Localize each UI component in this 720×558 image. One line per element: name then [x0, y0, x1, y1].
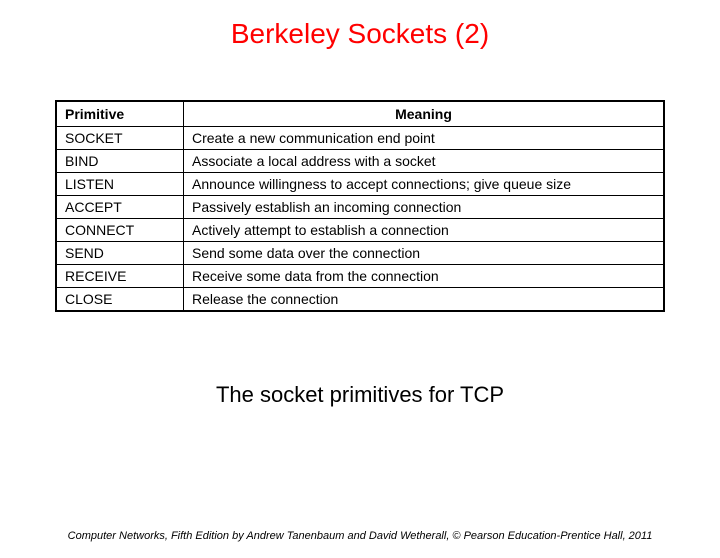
cell-meaning: Announce willingness to accept connectio… [184, 173, 665, 196]
cell-meaning: Associate a local address with a socket [184, 150, 665, 173]
column-header-meaning: Meaning [184, 101, 665, 127]
cell-primitive: LISTEN [56, 173, 184, 196]
cell-primitive: SOCKET [56, 127, 184, 150]
cell-primitive: RECEIVE [56, 265, 184, 288]
table-container: Primitive Meaning SOCKET Create a new co… [55, 100, 665, 312]
cell-primitive: ACCEPT [56, 196, 184, 219]
cell-primitive: SEND [56, 242, 184, 265]
table-row: RECEIVE Receive some data from the conne… [56, 265, 664, 288]
cell-primitive: BIND [56, 150, 184, 173]
cell-meaning: Send some data over the connection [184, 242, 665, 265]
table-caption: The socket primitives for TCP [0, 382, 720, 408]
column-header-primitive: Primitive [56, 101, 184, 127]
table-row: LISTEN Announce willingness to accept co… [56, 173, 664, 196]
table-row: ACCEPT Passively establish an incoming c… [56, 196, 664, 219]
cell-meaning: Receive some data from the connection [184, 265, 665, 288]
table-row: BIND Associate a local address with a so… [56, 150, 664, 173]
cell-meaning: Passively establish an incoming connecti… [184, 196, 665, 219]
cell-primitive: CONNECT [56, 219, 184, 242]
cell-meaning: Actively attempt to establish a connecti… [184, 219, 665, 242]
cell-meaning: Release the connection [184, 288, 665, 312]
table-row: CONNECT Actively attempt to establish a … [56, 219, 664, 242]
table-header-row: Primitive Meaning [56, 101, 664, 127]
slide-title: Berkeley Sockets (2) [0, 18, 720, 50]
table-row: CLOSE Release the connection [56, 288, 664, 312]
slide-footer: Computer Networks, Fifth Edition by Andr… [0, 530, 720, 542]
primitives-table: Primitive Meaning SOCKET Create a new co… [55, 100, 665, 312]
cell-meaning: Create a new communication end point [184, 127, 665, 150]
table-row: SOCKET Create a new communication end po… [56, 127, 664, 150]
table-row: SEND Send some data over the connection [56, 242, 664, 265]
cell-primitive: CLOSE [56, 288, 184, 312]
